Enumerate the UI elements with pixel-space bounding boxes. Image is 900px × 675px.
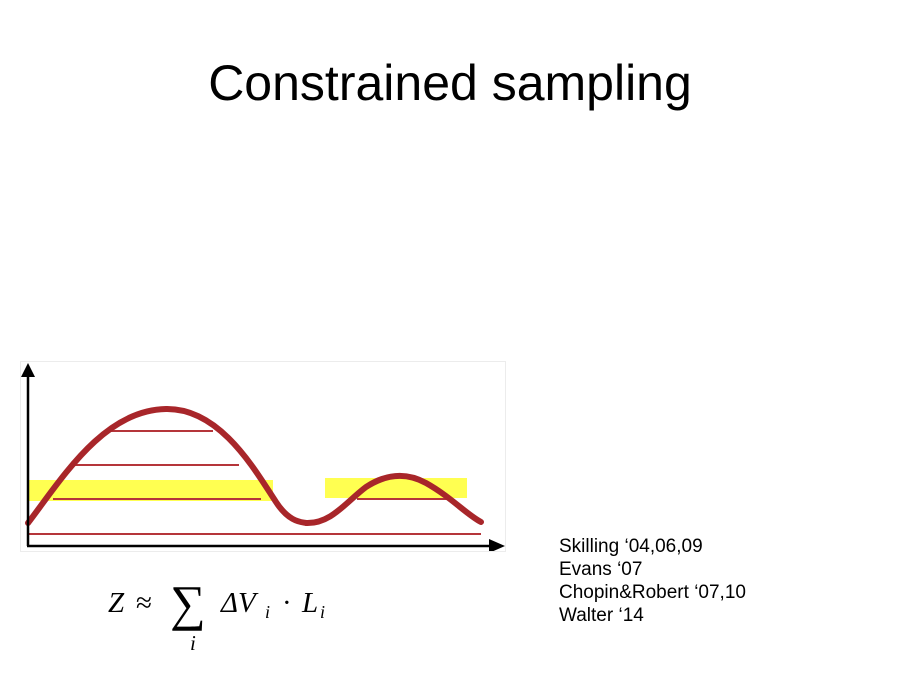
- formula-factor: L: [301, 587, 318, 619]
- formula-dot: ·: [282, 587, 292, 619]
- x-axis-arrow-icon: [489, 539, 505, 551]
- references-list: Skilling ‘04,06,09 Evans ‘07 Chopin&Robe…: [559, 535, 746, 627]
- reference-item: Chopin&Robert ‘07,10: [559, 582, 746, 603]
- slide-title: Constrained sampling: [208, 55, 692, 111]
- formula-lhs: Z: [108, 587, 125, 619]
- formula-term: ΔV: [220, 587, 259, 619]
- reference-item: Evans ‘07: [559, 559, 643, 580]
- reference-item: Skilling ‘04,06,09: [559, 536, 703, 557]
- formula-sum-index: i: [190, 631, 196, 655]
- formula-sum-symbol: ∑: [170, 578, 206, 631]
- evidence-formula: Z ≈ ∑ i ΔV i · L i: [106, 575, 346, 658]
- formula-term-sub: i: [265, 602, 270, 622]
- highlight-band-left: [27, 480, 273, 501]
- likelihood-contour-figure: [20, 361, 506, 552]
- reference-item: Walter ‘14: [559, 605, 644, 626]
- likelihood-curve: [25, 405, 484, 527]
- y-axis-arrow-icon: [21, 363, 35, 377]
- likelihood-contour-svg: [21, 363, 505, 551]
- formula-approx: ≈: [136, 587, 152, 619]
- formula-factor-sub: i: [320, 602, 325, 622]
